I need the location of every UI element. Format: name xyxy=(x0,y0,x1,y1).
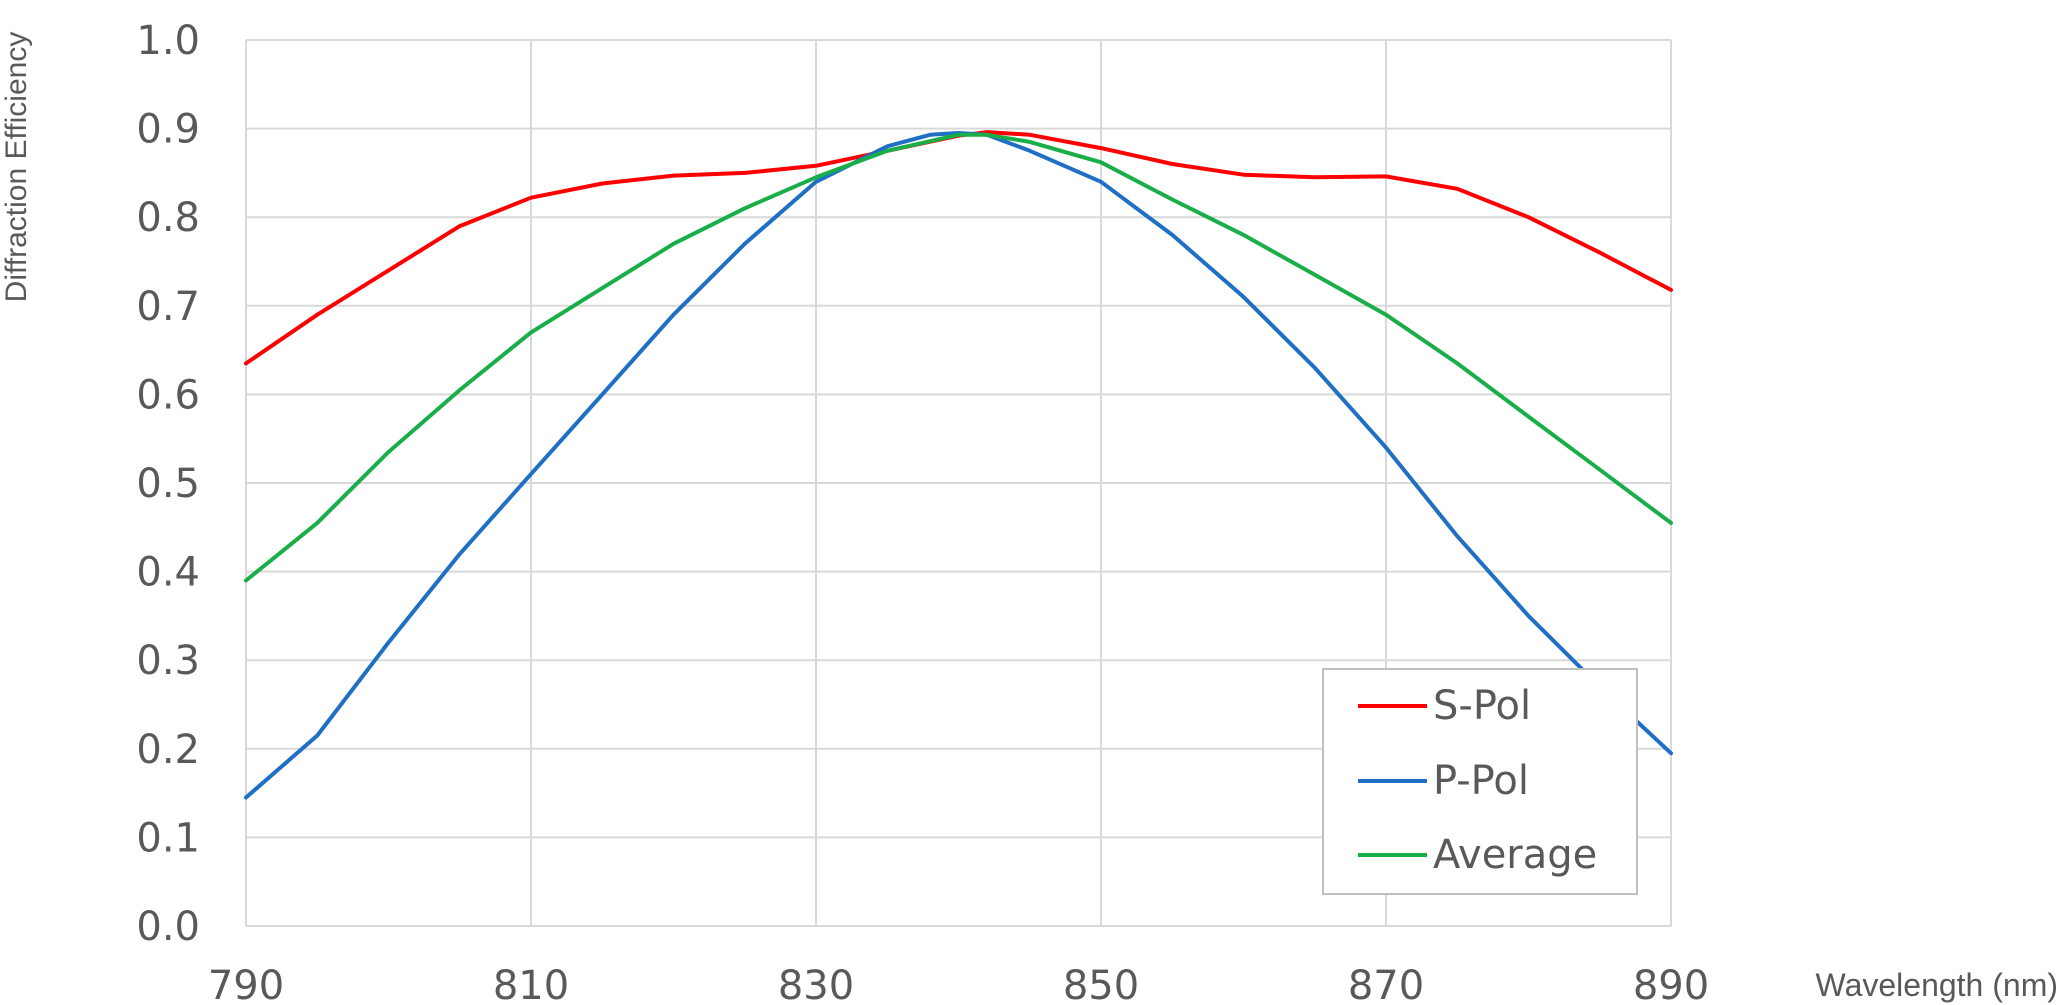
y-tick-label: 0.6 xyxy=(136,372,200,418)
y-tick-label: 0.7 xyxy=(136,284,200,330)
y-tick-label: 0.1 xyxy=(136,815,200,861)
x-tick-label: 850 xyxy=(1063,963,1139,1005)
x-tick-label: 810 xyxy=(493,963,569,1005)
x-tick-label: 790 xyxy=(208,963,284,1005)
y-tick-label: 0.2 xyxy=(136,727,200,773)
y-axis-title: Diffraction Efficiency xyxy=(0,32,33,303)
legend-label-average: Average xyxy=(1433,832,1597,878)
legend-label-p-pol: P-Pol xyxy=(1433,758,1529,804)
y-tick-label: 0.8 xyxy=(136,195,200,241)
x-tick-labels: 790 810 830 850 870 890 xyxy=(208,963,1709,1005)
y-tick-label: 0.3 xyxy=(136,638,200,684)
x-tick-label: 830 xyxy=(778,963,854,1005)
legend-label-s-pol: S-Pol xyxy=(1433,683,1531,729)
y-tick-label: 0.9 xyxy=(136,107,200,153)
y-tick-label: 1.0 xyxy=(136,18,200,64)
legend: S-Pol P-Pol Average xyxy=(1322,668,1638,895)
x-tick-label: 890 xyxy=(1633,963,1709,1005)
y-tick-label: 0.4 xyxy=(136,550,200,596)
series-line-average xyxy=(244,132,1673,583)
y-tick-label: 0.0 xyxy=(136,904,200,950)
series-line-s-pol xyxy=(244,130,1673,366)
grid-lines xyxy=(245,39,1672,927)
x-tick-label: 870 xyxy=(1348,963,1424,1005)
y-tick-labels: 0.0 0.1 0.2 0.3 0.4 0.5 0.6 0.7 0.8 0.9 1.0 xyxy=(136,18,200,950)
y-tick-label: 0.5 xyxy=(136,461,200,507)
series-lines xyxy=(244,130,1673,800)
x-axis-title: Wavelength (nm) xyxy=(1816,967,2058,1003)
